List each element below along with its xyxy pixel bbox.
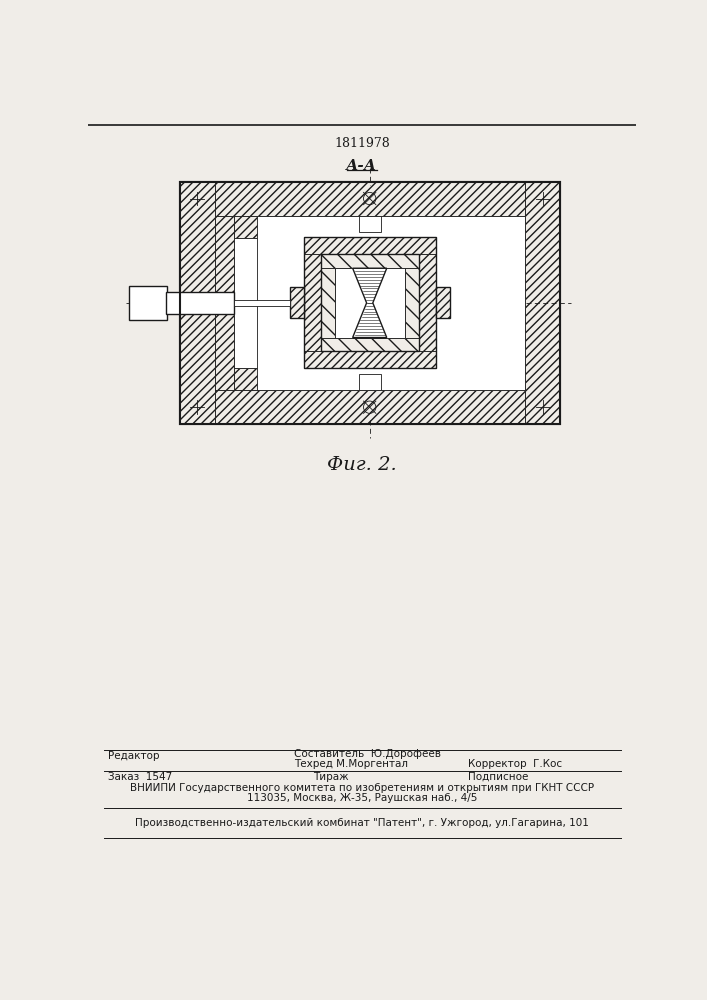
Bar <box>180 182 215 424</box>
Text: Заказ  1547: Заказ 1547 <box>107 772 172 782</box>
Bar <box>304 237 436 368</box>
Text: Тираж: Тираж <box>313 772 349 782</box>
Bar <box>180 182 559 424</box>
Bar <box>234 368 257 389</box>
Text: Техред М.Моргентал: Техред М.Моргентал <box>293 759 408 769</box>
Bar <box>234 238 257 368</box>
Polygon shape <box>353 268 387 338</box>
Text: Производственно-издательский комбинат "Патент", г. Ужгород, ул.Гагарина, 101: Производственно-издательский комбинат "П… <box>135 818 589 828</box>
Bar <box>215 216 525 389</box>
Bar <box>304 351 436 368</box>
Bar <box>290 287 304 318</box>
Bar <box>436 287 450 318</box>
Bar <box>215 389 525 424</box>
Bar <box>304 237 436 254</box>
Bar <box>321 254 419 268</box>
Bar <box>335 268 404 338</box>
Bar <box>215 182 525 216</box>
Bar <box>166 292 234 314</box>
Bar <box>215 216 234 389</box>
Text: ВНИИПИ Государственного комитета по изобретениям и открытиям при ГКНТ СССР: ВНИИПИ Государственного комитета по изоб… <box>130 783 594 793</box>
Bar <box>404 268 419 338</box>
Text: Корректор  Г.Кос: Корректор Г.Кос <box>468 759 562 769</box>
Text: Фиг. 2.: Фиг. 2. <box>327 456 397 474</box>
Bar <box>321 268 335 338</box>
Text: А-А: А-А <box>346 159 378 173</box>
Bar <box>419 254 436 351</box>
Bar <box>321 254 419 351</box>
Text: Подписное: Подписное <box>468 772 529 782</box>
Text: Редактор: Редактор <box>107 751 159 761</box>
Text: 1811978: 1811978 <box>334 137 390 150</box>
Bar <box>234 216 257 238</box>
Bar <box>359 374 380 389</box>
Bar <box>525 182 559 424</box>
Bar <box>304 254 321 351</box>
Bar <box>359 216 380 232</box>
Bar <box>180 182 559 424</box>
Text: 113035, Москва, Ж-35, Раушская наб., 4/5: 113035, Москва, Ж-35, Раушская наб., 4/5 <box>247 793 477 803</box>
Text: Составитель  Ю.Дорофеев: Составитель Ю.Дорофеев <box>293 749 440 759</box>
Bar <box>321 338 419 351</box>
Bar <box>234 300 290 306</box>
Bar <box>129 286 167 320</box>
